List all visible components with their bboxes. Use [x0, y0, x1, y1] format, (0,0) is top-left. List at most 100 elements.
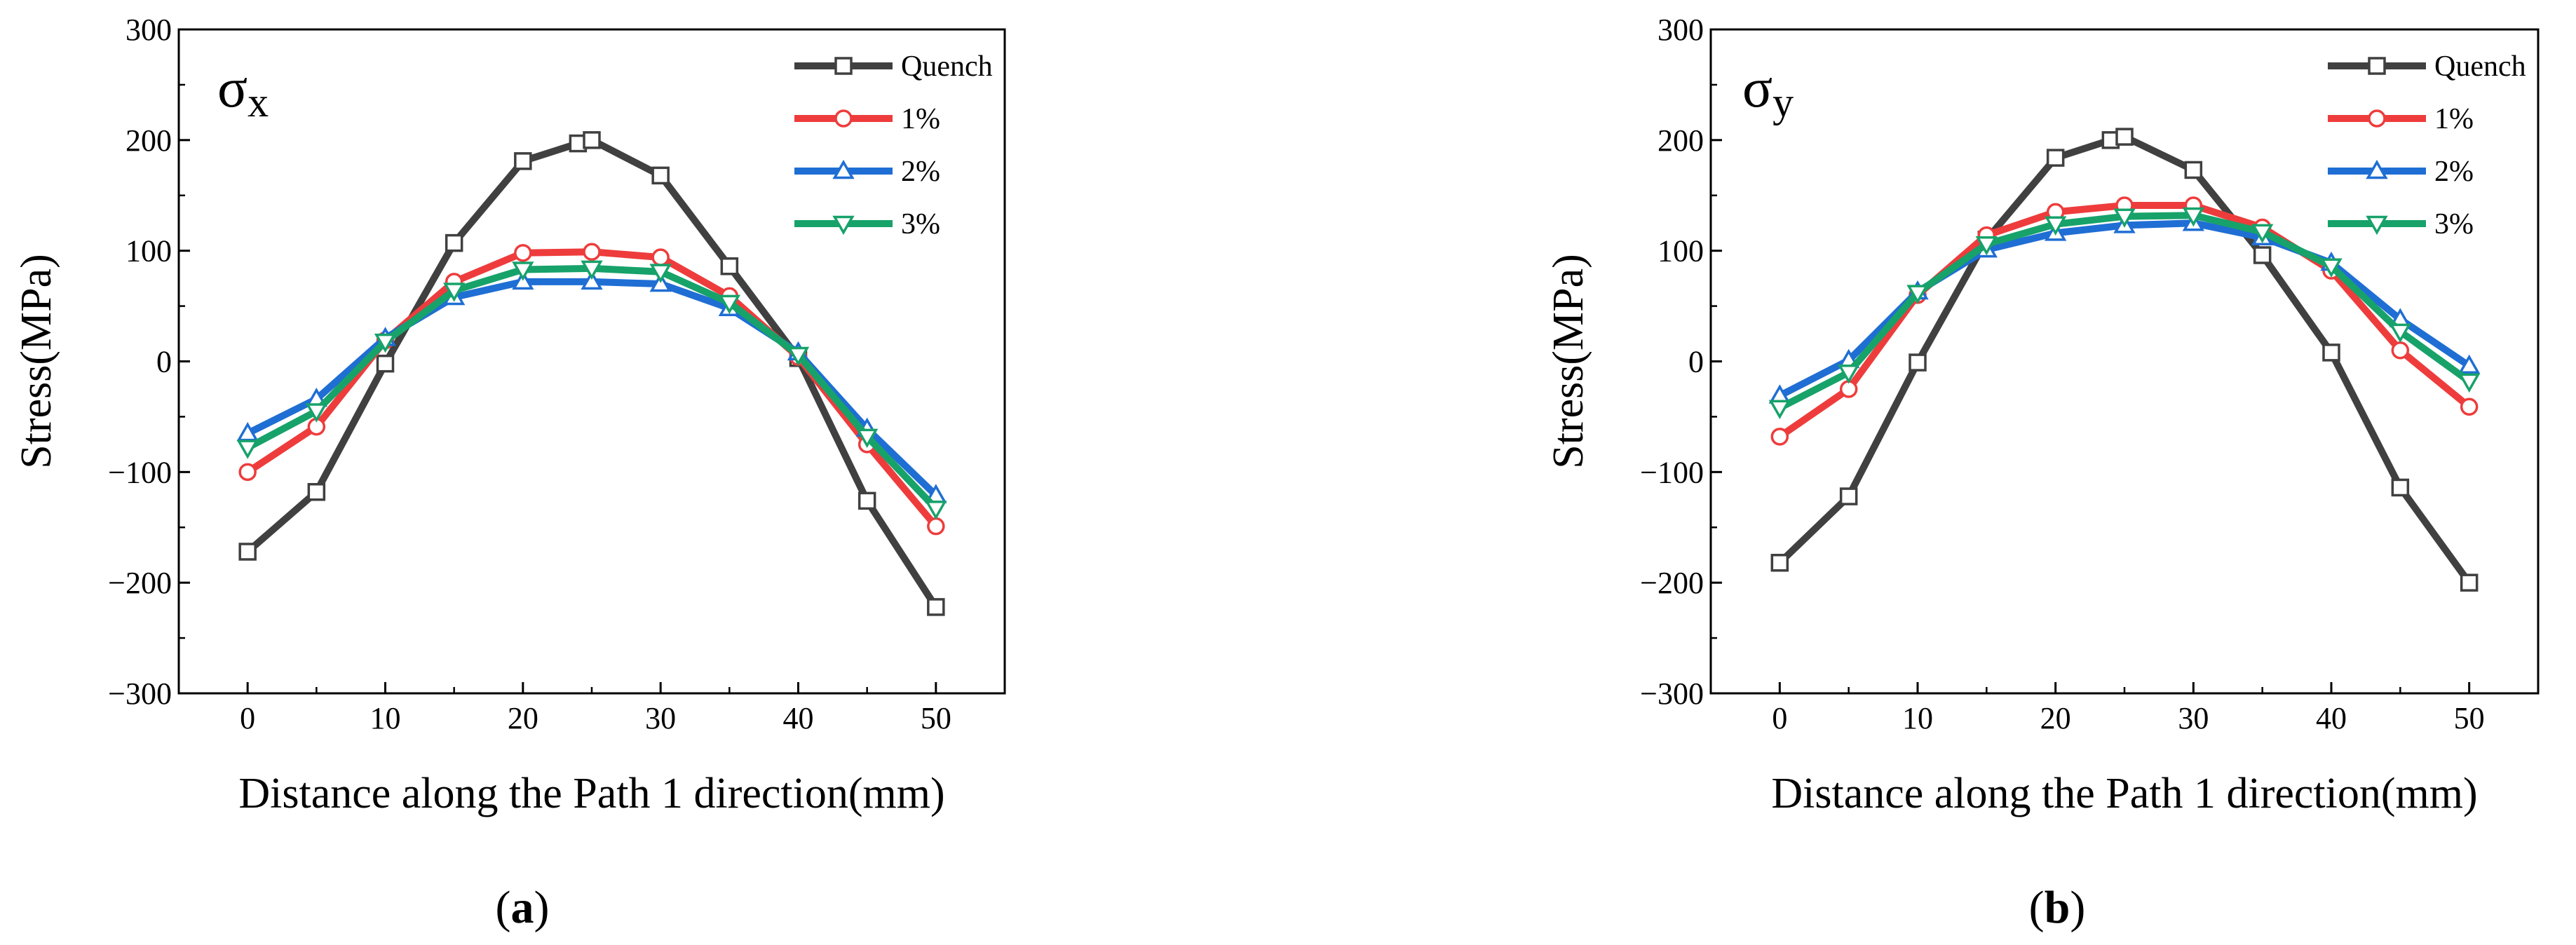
data-point — [2391, 341, 2410, 360]
legend-marker — [2366, 159, 2388, 179]
stress-component-label: σx — [217, 57, 269, 125]
series-3% — [1768, 207, 2481, 419]
data-point — [2391, 478, 2410, 497]
caption-close-paren: ) — [534, 882, 550, 933]
caption-open-paren: ( — [2029, 882, 2045, 933]
data-point — [2184, 161, 2203, 179]
legend-marker — [2366, 215, 2388, 236]
y-tick-label: −100 — [1640, 455, 1704, 489]
data-point — [857, 491, 876, 510]
data-point — [374, 333, 397, 353]
data-point — [2251, 224, 2274, 244]
legend-marker — [832, 159, 855, 179]
caption-open-paren: ( — [496, 882, 511, 933]
data-point — [307, 482, 326, 501]
data-point — [583, 243, 601, 261]
y-tick-label: 300 — [126, 13, 172, 47]
data-point — [925, 501, 947, 520]
data-point — [2113, 208, 2136, 228]
series-3% — [236, 260, 947, 520]
series-Quench — [1770, 128, 2479, 592]
y-tick-label: 100 — [126, 234, 172, 268]
series-1% — [1770, 196, 2479, 446]
panel-caption: (a) — [496, 882, 550, 933]
data-point — [1770, 428, 1789, 446]
legend-marker — [2368, 57, 2386, 75]
x-tick-label: 40 — [783, 701, 814, 735]
annotation-subscript: y — [1772, 79, 1794, 125]
y-tick-label: 200 — [1658, 123, 1704, 158]
annotation-symbol: σ — [1742, 57, 1772, 119]
panel-caption: (b) — [2029, 882, 2086, 933]
data-point — [512, 261, 534, 281]
y-tick-label: 300 — [1658, 13, 1704, 47]
x-tick-label: 0 — [1772, 701, 1787, 735]
legend-label: 3% — [2434, 208, 2474, 240]
legend-label: Quench — [901, 50, 993, 83]
data-point — [2322, 344, 2340, 362]
data-point — [651, 248, 670, 266]
data-point — [2045, 216, 2067, 236]
data-point — [1975, 236, 1998, 256]
legend-label: 2% — [901, 156, 940, 188]
legend-marker — [2368, 109, 2386, 128]
data-point — [2115, 128, 2134, 146]
data-point — [856, 428, 879, 449]
data-point — [581, 260, 603, 280]
data-point — [720, 257, 739, 276]
y-tick-label: −200 — [1640, 566, 1704, 600]
legend-marker — [834, 109, 853, 128]
y-tick-label: −100 — [108, 455, 172, 489]
y-tick-label: 0 — [1688, 345, 1704, 379]
data-point — [1906, 285, 1929, 304]
legend-label: 1% — [901, 103, 940, 135]
y-tick-label: 100 — [1658, 234, 1704, 268]
data-point — [238, 543, 257, 561]
y-tick-label: 0 — [156, 345, 172, 379]
annotation-symbol: σ — [217, 57, 248, 119]
data-point — [927, 598, 945, 616]
data-point — [2389, 323, 2411, 344]
annotation-subscript: x — [248, 79, 269, 125]
data-point — [2460, 573, 2479, 592]
panel-b: 0 10 20 30 40 50 −300 −200 −100 0 100 200 300 Distanc… — [1545, 13, 2540, 933]
x-tick-label: 0 — [240, 701, 255, 735]
y-tick-label: 200 — [126, 123, 172, 158]
x-tick-label: 20 — [508, 701, 538, 735]
data-point — [376, 354, 395, 373]
y-axis-title: Stress(MPa) — [1545, 254, 1592, 469]
data-point — [2046, 149, 2065, 167]
data-point — [236, 440, 259, 459]
data-point — [651, 166, 670, 185]
y-axis-title: Stress(MPa) — [13, 254, 60, 469]
x-tick-label: 30 — [645, 701, 676, 735]
stress-component-label: σy — [1742, 57, 1794, 125]
data-point — [1770, 554, 1789, 572]
data-point — [649, 264, 672, 283]
data-point — [445, 233, 463, 252]
legend-label: 2% — [2434, 156, 2474, 188]
y-tick-label: −300 — [1640, 677, 1704, 711]
x-tick-label: 50 — [921, 701, 951, 735]
data-point — [238, 463, 257, 482]
plot-frame — [177, 28, 1006, 695]
panel-a: 0 10 20 30 40 50 −300 −200 −100 0 100 200 300 Distanc… — [13, 13, 1006, 933]
x-tick-label: 30 — [2178, 701, 2209, 735]
data-point — [514, 152, 532, 170]
x-tick-label: 50 — [2454, 701, 2485, 735]
data-point — [1909, 353, 1927, 372]
data-point — [1839, 487, 1858, 505]
data-point — [718, 294, 740, 315]
legend-label: 1% — [2434, 103, 2474, 135]
x-tick-label: 10 — [370, 701, 401, 735]
x-tick-label: 40 — [2316, 701, 2347, 735]
data-point — [2320, 258, 2343, 278]
caption-letter: a — [511, 882, 534, 933]
y-tick-label: −300 — [108, 677, 172, 711]
data-point — [581, 270, 603, 290]
data-point — [2458, 354, 2481, 374]
legend-label: Quench — [2434, 50, 2526, 83]
data-point — [2253, 246, 2272, 264]
series-line — [1776, 202, 2473, 440]
